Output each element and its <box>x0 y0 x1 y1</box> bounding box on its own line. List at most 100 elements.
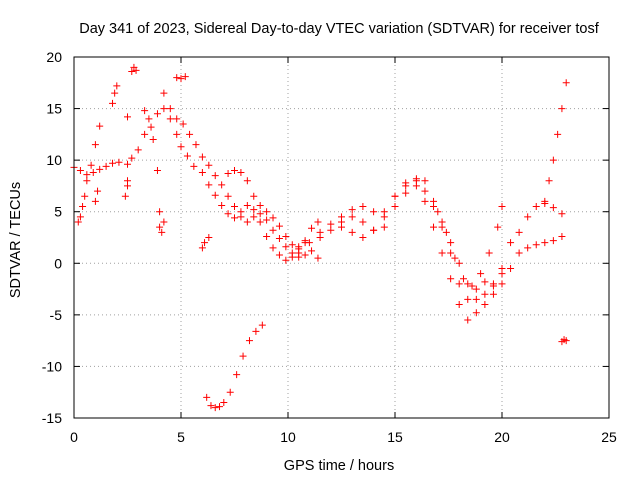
series-track-12 <box>109 82 121 107</box>
series-track-7 <box>434 203 506 290</box>
data-point <box>233 371 241 379</box>
data-point <box>94 187 102 195</box>
data-point <box>485 249 493 257</box>
data-point <box>76 213 84 221</box>
data-point <box>89 169 97 177</box>
data-point <box>91 141 99 149</box>
data-point <box>348 213 356 221</box>
data-point <box>541 239 549 247</box>
data-point <box>231 203 238 211</box>
data-point <box>102 162 110 170</box>
data-point <box>198 169 206 177</box>
y-tick-label: -15 <box>42 410 62 426</box>
data-point <box>198 153 206 161</box>
data-point <box>348 228 356 236</box>
data-point <box>226 388 234 396</box>
data-point <box>558 210 566 218</box>
data-point <box>224 210 232 218</box>
data-point <box>186 130 194 138</box>
data-point <box>96 165 104 173</box>
data-point <box>468 282 476 290</box>
data-point <box>124 113 131 121</box>
series-track-13 <box>128 63 140 75</box>
data-point <box>153 110 161 118</box>
series-track-10 <box>203 321 266 412</box>
data-point <box>524 244 532 252</box>
data-point <box>79 203 87 211</box>
data-point <box>459 275 467 283</box>
data-point <box>160 105 168 113</box>
data-point <box>455 259 463 267</box>
data-point <box>124 177 131 185</box>
data-point <box>183 152 191 160</box>
data-point <box>430 223 438 231</box>
series-track-15 <box>141 107 164 216</box>
series-track-2 <box>160 89 309 257</box>
data-point <box>250 213 258 221</box>
data-point <box>263 216 271 224</box>
data-point <box>166 105 174 113</box>
data-point <box>282 256 290 264</box>
y-tick-label: 0 <box>54 255 62 271</box>
data-point <box>391 192 399 200</box>
data-point <box>421 187 429 195</box>
data-point <box>489 290 497 298</box>
data-point <box>220 399 228 407</box>
data-point <box>498 203 506 211</box>
data-point <box>288 249 296 257</box>
data-point <box>359 203 367 211</box>
data-point <box>156 223 164 231</box>
data-point <box>421 177 429 185</box>
x-tick-label: 0 <box>70 429 78 445</box>
data-point <box>132 66 140 74</box>
data-point <box>327 220 335 228</box>
data-point <box>308 224 316 232</box>
data-point <box>96 122 104 130</box>
data-point <box>481 290 489 298</box>
data-point <box>173 130 181 138</box>
data-point <box>481 301 489 309</box>
data-point <box>128 67 136 75</box>
y-axis-label: SDTVAR / TECUs <box>8 182 24 298</box>
data-points <box>70 63 570 412</box>
data-point <box>198 244 206 252</box>
y-tick-label: 10 <box>46 152 62 168</box>
data-point <box>205 161 213 169</box>
data-point <box>562 79 570 87</box>
data-point <box>147 123 155 131</box>
data-point <box>218 202 226 210</box>
data-point <box>231 214 238 222</box>
axis-ticks <box>73 56 610 419</box>
data-point <box>256 218 264 226</box>
data-point <box>464 295 472 303</box>
data-point <box>224 192 232 200</box>
data-point <box>447 275 455 283</box>
data-point <box>549 156 557 164</box>
data-point <box>308 247 316 255</box>
data-point <box>282 243 290 251</box>
data-point <box>160 218 168 226</box>
data-point <box>153 166 161 174</box>
data-point <box>494 223 502 231</box>
y-tick-label: 15 <box>46 101 62 117</box>
data-point <box>149 136 157 144</box>
data-point <box>305 239 313 247</box>
y-tick-label: 20 <box>46 49 62 65</box>
data-point <box>269 244 277 252</box>
data-point <box>203 393 211 401</box>
data-point <box>515 228 523 236</box>
data-point <box>295 249 303 257</box>
data-point <box>316 234 324 241</box>
data-point <box>258 321 266 329</box>
data-point <box>438 218 446 226</box>
x-axis-label: GPS time / hours <box>284 458 394 474</box>
series-track-20 <box>124 177 131 185</box>
data-point <box>109 159 117 167</box>
data-point <box>231 166 238 174</box>
data-point <box>158 228 166 236</box>
data-point <box>237 213 245 221</box>
data-point <box>128 154 136 162</box>
data-point <box>205 181 213 189</box>
data-point <box>207 402 215 410</box>
